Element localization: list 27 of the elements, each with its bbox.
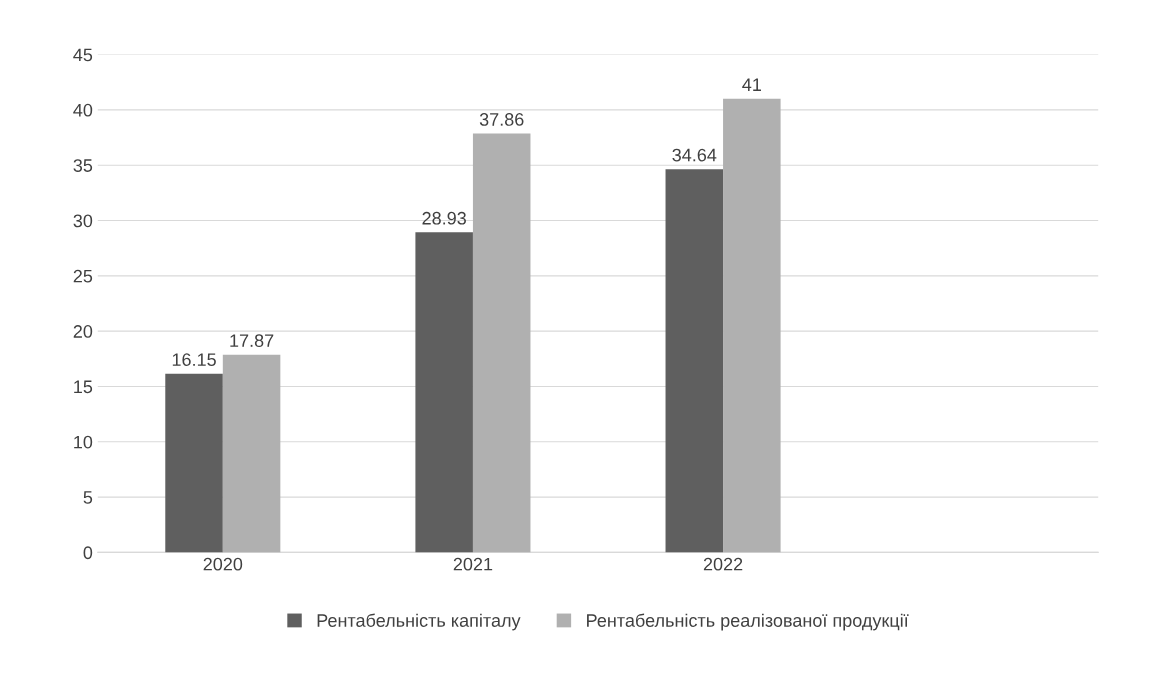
y-tick-label: 5 (83, 491, 93, 504)
bar (222, 354, 281, 553)
x-tick-label: 2021 (453, 557, 493, 571)
y-tick-label: 15 (74, 380, 93, 394)
y-tick-label: 0 (83, 546, 93, 560)
y-tick-label: 10 (74, 435, 93, 449)
bar (665, 169, 724, 553)
y-tick-label: 30 (73, 214, 93, 228)
data-label: 28.93 (422, 211, 466, 225)
legend-label: Рентабельність реалізованої продукції (587, 613, 909, 631)
data-label: 34.64 (672, 148, 717, 162)
bar (723, 98, 781, 553)
x-tick-label: 2020 (203, 557, 243, 571)
y-tick-label: 25 (73, 269, 93, 283)
data-label: 17.87 (230, 334, 274, 347)
bar (415, 232, 473, 553)
y-tick-label: 45 (73, 48, 93, 62)
bar (165, 373, 223, 553)
data-label: 16.15 (172, 353, 216, 367)
y-tick-label: 40 (73, 103, 93, 117)
bar (472, 133, 531, 553)
data-label: 41 (742, 78, 761, 91)
y-tick-label: 20 (73, 325, 93, 338)
x-tick-label: 2022 (703, 557, 743, 571)
y-tick-label: 35 (73, 159, 93, 172)
legend-label: Рентабельність капіталу (317, 613, 521, 631)
data-label: 37.86 (479, 113, 524, 126)
